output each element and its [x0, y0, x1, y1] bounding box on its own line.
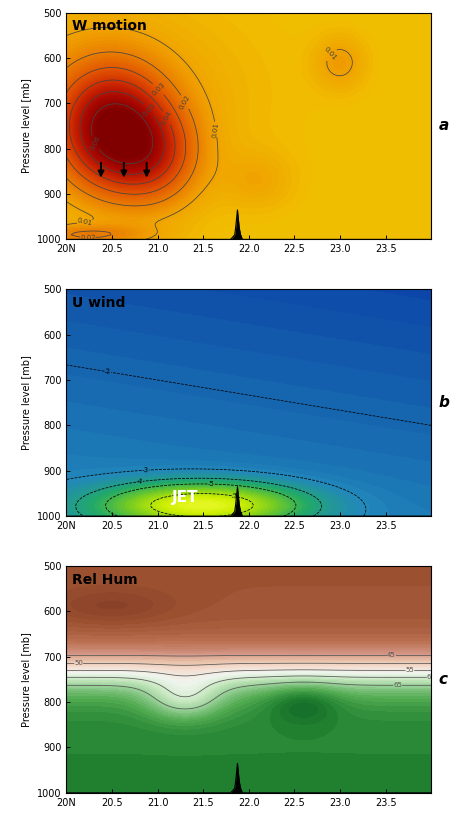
- Text: JET: JET: [172, 491, 198, 505]
- Text: 0.02: 0.02: [80, 234, 96, 241]
- Text: 45: 45: [387, 653, 396, 659]
- Text: -3: -3: [142, 467, 149, 473]
- Text: -4: -4: [136, 478, 143, 485]
- Text: 55: 55: [405, 667, 414, 674]
- Y-axis label: Pressure level [mb]: Pressure level [mb]: [21, 355, 31, 451]
- Text: 0.05: 0.05: [142, 102, 156, 117]
- Text: -5: -5: [208, 481, 214, 487]
- Text: 0.04: 0.04: [161, 110, 173, 127]
- Text: 0.01: 0.01: [323, 46, 337, 62]
- Text: Rel Hum: Rel Hum: [72, 573, 137, 586]
- Text: 60: 60: [427, 675, 436, 680]
- Text: 0.03: 0.03: [151, 81, 166, 96]
- Text: 65: 65: [393, 682, 402, 688]
- Y-axis label: Pressure level [mb]: Pressure level [mb]: [21, 632, 31, 727]
- Text: a: a: [438, 118, 449, 133]
- Text: -2: -2: [104, 368, 112, 375]
- Text: U wind: U wind: [72, 296, 125, 310]
- Text: 0.01: 0.01: [76, 217, 93, 227]
- Text: 0.01: 0.01: [212, 121, 220, 138]
- Text: 0.02: 0.02: [179, 94, 191, 110]
- Text: b: b: [438, 395, 449, 410]
- Text: 50: 50: [74, 660, 83, 666]
- Text: c: c: [438, 672, 447, 687]
- Y-axis label: Pressure level [mb]: Pressure level [mb]: [21, 79, 31, 174]
- Text: -7: -7: [231, 492, 239, 500]
- Text: 0.06: 0.06: [89, 135, 101, 152]
- Text: W motion: W motion: [72, 19, 147, 34]
